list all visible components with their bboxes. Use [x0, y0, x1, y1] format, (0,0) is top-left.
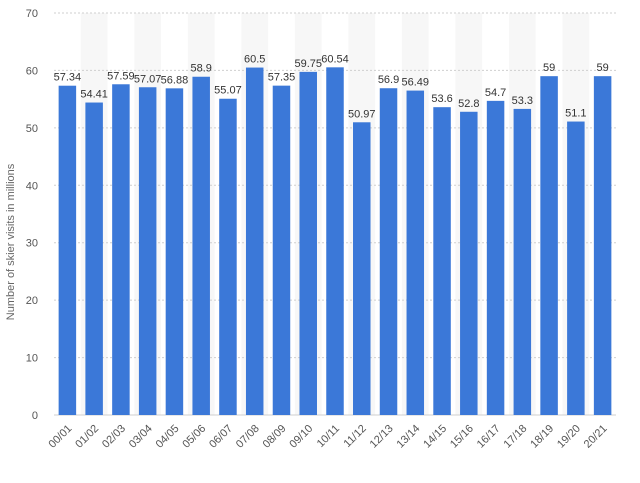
x-tick-label: 13/14	[394, 423, 422, 451]
x-tick-label: 05/06	[180, 423, 208, 451]
x-tick-label: 06/07	[207, 423, 235, 451]
data-label: 57.59	[107, 70, 135, 82]
data-label: 60.5	[244, 54, 265, 66]
data-label: 57.34	[54, 72, 82, 84]
y-tick-label: 60	[26, 65, 38, 77]
data-label: 60.54	[321, 53, 349, 65]
y-tick-label: 40	[26, 180, 38, 192]
bar	[486, 100, 505, 415]
y-tick-label: 10	[26, 353, 38, 365]
data-label: 56.49	[402, 77, 430, 89]
bar	[85, 102, 103, 416]
bar	[138, 87, 157, 416]
bar	[567, 121, 585, 415]
bar	[192, 76, 210, 415]
y-axis-ticks: 0 10 20 30 40 50 60 70	[26, 8, 38, 422]
x-tick-label: 20/21	[582, 423, 610, 451]
data-label: 52.8	[458, 98, 479, 110]
x-tick-label: 04/05	[154, 423, 182, 451]
data-label: 57.35	[268, 72, 296, 84]
bar	[379, 88, 398, 415]
bar	[460, 111, 478, 415]
bar	[165, 88, 184, 415]
data-label: 53.3	[512, 95, 533, 107]
bar	[58, 85, 77, 415]
y-tick-label: 70	[26, 8, 38, 20]
data-label: 54.7	[485, 87, 506, 99]
bar	[353, 122, 371, 416]
bar	[513, 108, 532, 416]
data-label: 51.1	[565, 108, 586, 120]
bar	[406, 90, 425, 415]
x-tick-label: 10/11	[315, 423, 342, 450]
y-tick-label: 50	[26, 123, 38, 135]
data-label: 59.75	[294, 58, 322, 70]
data-label: 56.9	[378, 74, 399, 86]
y-tick-label: 30	[26, 238, 38, 250]
bar	[219, 98, 237, 416]
x-tick-label: 17/18	[502, 423, 530, 451]
x-tick-label: 19/20	[555, 423, 583, 451]
bar	[245, 67, 264, 416]
data-label: 58.9	[190, 63, 211, 75]
x-tick-label: 02/03	[100, 423, 128, 451]
x-axis-ticks: 00/0101/0202/0303/0404/0505/0606/0707/08…	[47, 423, 610, 451]
y-tick-label: 0	[32, 410, 38, 422]
x-tick-label: 14/15	[421, 423, 449, 451]
x-tick-label: 01/02	[73, 423, 101, 451]
x-tick-label: 03/04	[127, 423, 155, 451]
data-label: 59	[596, 62, 608, 74]
x-tick-label: 12/13	[368, 423, 396, 451]
x-tick-label: 16/17	[475, 423, 503, 451]
data-label: 56.88	[161, 74, 189, 86]
bar	[593, 76, 612, 416]
x-tick-label: 08/09	[261, 423, 289, 451]
x-tick-label: 15/16	[448, 423, 476, 451]
x-tick-label: 11/12	[342, 423, 369, 450]
bar	[299, 71, 317, 415]
bar	[326, 67, 344, 416]
data-label: 55.07	[214, 85, 242, 97]
x-tick-label: 00/01	[47, 423, 75, 451]
y-axis-label: Number of skier visits in millions	[5, 163, 17, 320]
data-label: 54.41	[80, 89, 108, 101]
data-label: 50.97	[348, 108, 376, 120]
bar	[272, 85, 291, 415]
y-tick-label: 20	[26, 295, 38, 307]
data-label: 57.07	[134, 73, 162, 85]
bar	[112, 84, 130, 415]
x-tick-label: 18/19	[528, 423, 556, 451]
data-label: 53.6	[431, 93, 452, 105]
x-tick-label: 07/08	[234, 423, 262, 451]
bar	[540, 76, 558, 416]
data-label: 59	[543, 62, 555, 74]
bars	[58, 67, 612, 416]
bar	[433, 107, 451, 415]
x-tick-label: 09/10	[287, 423, 315, 451]
